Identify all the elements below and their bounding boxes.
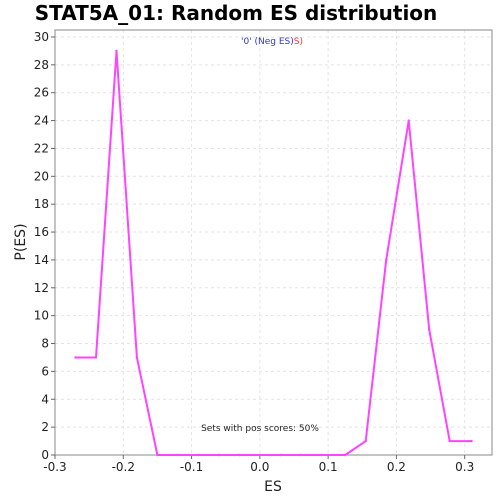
y-tick-label-12: 24 <box>34 114 49 128</box>
data-point-0-11 <box>299 453 303 457</box>
data-point-0-12 <box>320 453 323 457</box>
series-layer <box>74 49 473 457</box>
data-point-0-16 <box>407 119 410 122</box>
data-point-0-9 <box>258 453 262 457</box>
series-line-0 <box>75 49 472 456</box>
data-point-0-14 <box>364 439 367 443</box>
x-axis-ticks: -0.3 -0.2 -0.1 0.0 0.1 0.2 0.3 <box>43 455 474 474</box>
y-axis-label: P(ES) <box>13 223 29 260</box>
data-point-0-1 <box>94 356 98 359</box>
y-tick-label-13: 26 <box>34 86 49 100</box>
data-point-0-8 <box>238 453 241 457</box>
y-tick-label-14: 28 <box>34 58 49 72</box>
y-tick-label-11: 22 <box>34 141 49 155</box>
y-tick-label-4: 8 <box>41 337 49 351</box>
data-point-0-18 <box>448 439 451 443</box>
grid <box>55 30 492 455</box>
x-tick-label-2: -0.1 <box>180 460 203 474</box>
y-tick-label-0: 0 <box>41 448 49 462</box>
data-point-0-4 <box>156 453 159 457</box>
data-point-0-0 <box>74 356 77 359</box>
y-tick-label-15: 30 <box>34 30 49 44</box>
data-point-0-2 <box>115 49 118 53</box>
data-point-0-7 <box>217 453 221 457</box>
x-axis-label: ES <box>264 479 282 495</box>
y-tick-label-7: 14 <box>34 253 49 267</box>
x-tick-label-4: 0.1 <box>319 460 338 474</box>
data-point-0-17 <box>427 328 431 331</box>
x-tick-label-1: -0.2 <box>112 460 135 474</box>
data-point-0-19 <box>470 439 473 443</box>
y-tick-label-9: 18 <box>34 197 49 211</box>
y-tick-label-8: 16 <box>34 225 49 239</box>
y-tick-label-6: 12 <box>34 281 49 295</box>
pos-scores-annotation: Sets with pos scores: 50% <box>201 424 319 434</box>
legend-label: '0' (Neg ES)S) <box>241 37 303 47</box>
chart-title: STAT5A_01: Random ES distribution <box>35 1 438 25</box>
data-point-0-13 <box>343 453 347 457</box>
x-tick-label-0: -0.3 <box>43 460 66 474</box>
y-tick-label-10: 20 <box>34 169 49 183</box>
legend-suffix: S) <box>294 37 303 47</box>
data-point-0-3 <box>135 356 139 359</box>
data-point-0-15 <box>384 258 388 262</box>
x-tick-label-5: 0.2 <box>387 460 406 474</box>
data-point-0-6 <box>197 453 200 457</box>
y-tick-label-3: 6 <box>41 364 49 378</box>
x-tick-label-6: 0.3 <box>455 460 474 474</box>
y-tick-label-1: 2 <box>41 420 49 434</box>
x-tick-label-3: 0.0 <box>250 460 269 474</box>
legend-prefix: '0' (Neg ES) <box>241 37 294 47</box>
plot-area <box>54 29 493 456</box>
data-point-0-5 <box>176 453 180 457</box>
data-point-0-10 <box>279 453 282 457</box>
y-tick-label-2: 4 <box>41 392 49 406</box>
y-tick-label-5: 10 <box>34 309 49 323</box>
